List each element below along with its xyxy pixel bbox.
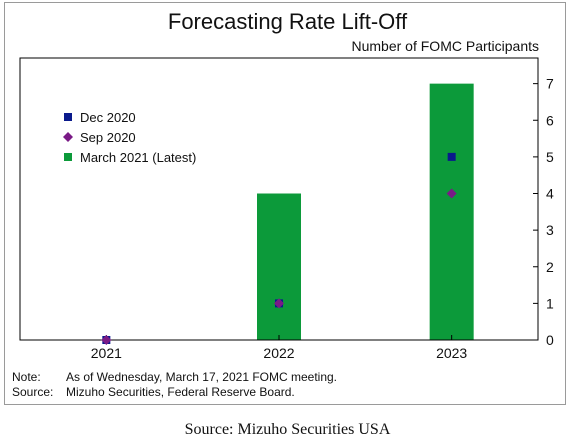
footnotes: Note: As of Wednesday, March 17, 2021 FO…: [12, 370, 337, 400]
legend-label: Sep 2020: [80, 130, 136, 145]
note-key: Note:: [12, 370, 41, 384]
source-row: Source: Mizuho Securities, Federal Reser…: [12, 385, 337, 400]
legend-label: March 2021 (Latest): [80, 150, 196, 165]
bar-2022: [257, 193, 301, 340]
marker-sep-2020-2022: [274, 298, 284, 309]
note-text: As of Wednesday, March 17, 2021 FOMC mee…: [66, 370, 338, 384]
x-tick-label: 2022: [263, 345, 294, 361]
marker-sep-2020-2023: [446, 188, 457, 199]
y-tick-label: 4: [546, 186, 554, 202]
y-tick-label: 0: [546, 332, 554, 348]
x-tick-label: 2021: [91, 345, 122, 361]
y-tick-label: 5: [546, 149, 554, 165]
marker-sep-2020-2021: [101, 335, 112, 345]
note-row: Note: As of Wednesday, March 17, 2021 FO…: [12, 370, 337, 385]
image-caption: Source: Mizuho Securities USA: [184, 421, 391, 438]
source-key: Source:: [12, 385, 54, 399]
y-tick-label: 6: [546, 112, 554, 128]
legend-swatch: [63, 132, 73, 142]
y-tick-label: 2: [546, 259, 554, 275]
legend-swatch: [64, 153, 72, 161]
bar-2023: [429, 83, 474, 341]
legend-swatch: [64, 113, 72, 121]
y-tick-label: 1: [546, 295, 554, 311]
y-tick-label: 3: [546, 222, 554, 238]
marker-dec-2020-2023: [447, 152, 456, 161]
y-tick-label: 7: [546, 76, 554, 92]
x-tick-label: 2023: [436, 345, 467, 361]
chart-title: Forecasting Rate Lift-Off: [167, 9, 408, 34]
source-text: Mizuho Securities, Federal Reserve Board…: [66, 385, 295, 399]
legend-label: Dec 2020: [80, 110, 136, 125]
y-axis-label: Number of FOMC Participants: [351, 38, 540, 54]
